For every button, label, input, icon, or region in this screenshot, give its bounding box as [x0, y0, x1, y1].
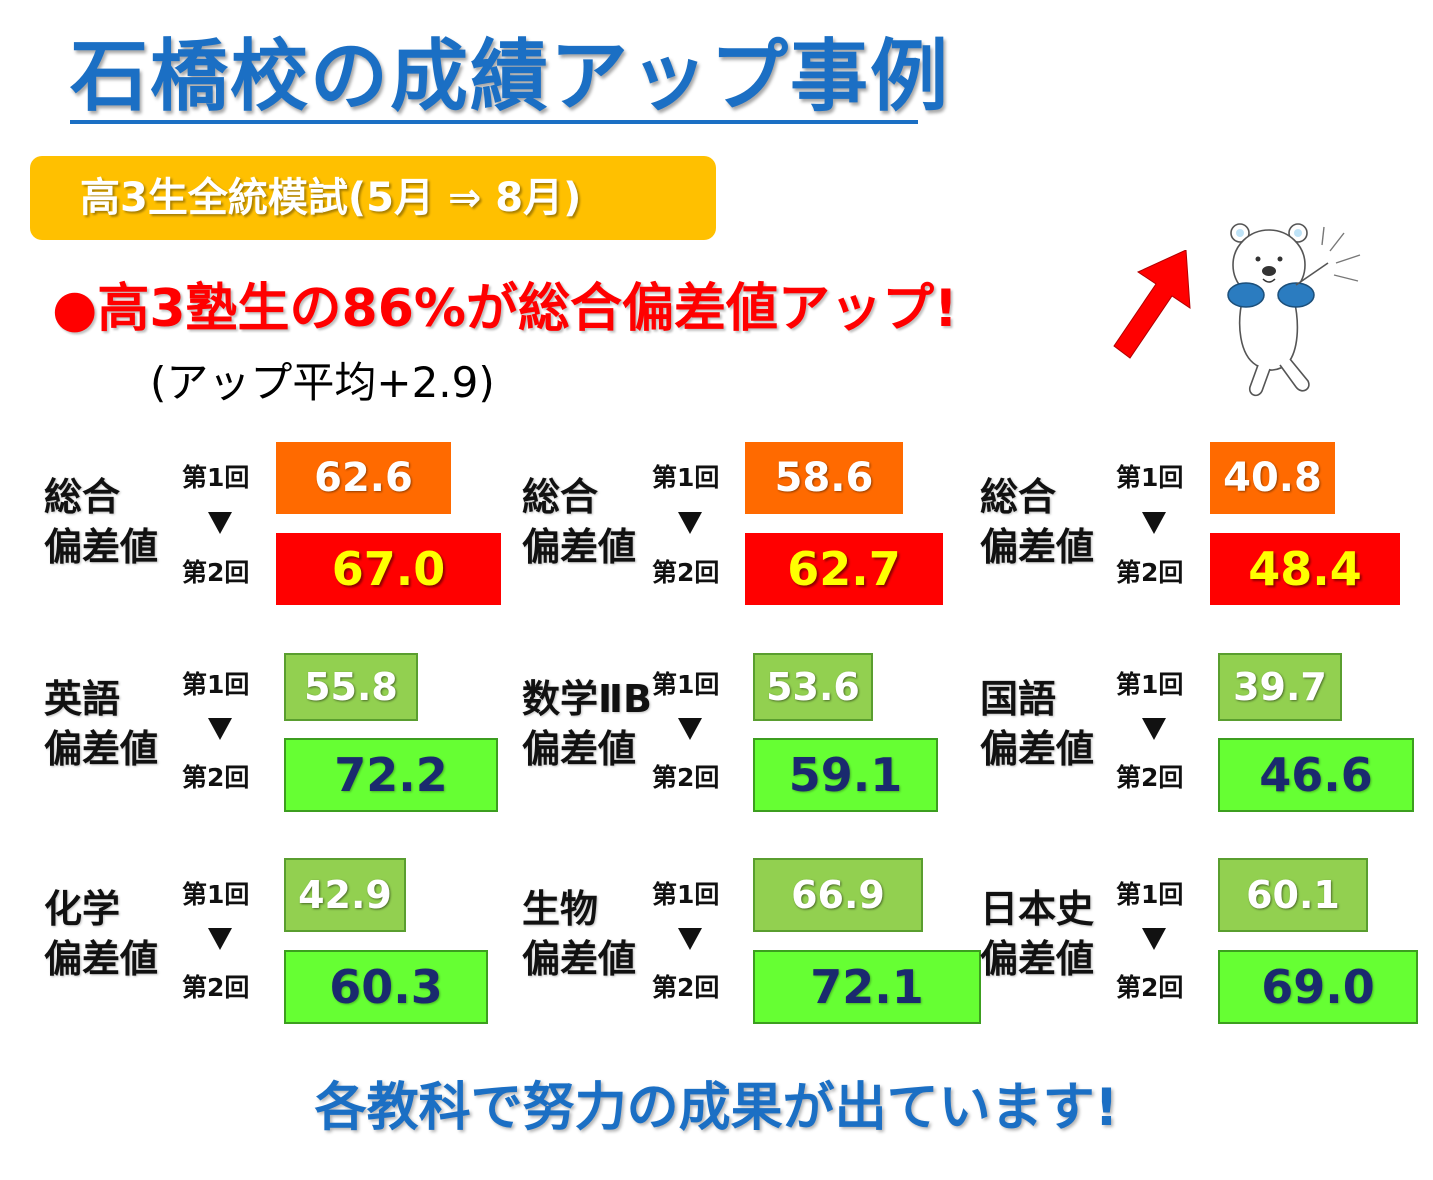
title-underline — [70, 120, 918, 124]
subject-label: 国語 偏差値 — [980, 674, 1094, 774]
subject-label: 生物 偏差値 — [522, 884, 636, 984]
second-round-label: 第2回 — [1116, 763, 1184, 792]
down-arrow-icon — [208, 512, 232, 534]
subject-metric: 偏差値 — [44, 525, 159, 569]
exam-banner — [30, 156, 716, 240]
first-round-label: 第1回 — [1116, 463, 1184, 492]
first-round-label: 第1回 — [1116, 670, 1184, 699]
subject-label: 総合 偏差値 — [980, 472, 1094, 572]
closing-message: 各教科で努力の成果が出ています! — [314, 1078, 1119, 1138]
second-score-box: 72.2 — [284, 738, 498, 812]
first-score-box: 42.9 — [284, 858, 406, 932]
down-arrow-icon — [1142, 512, 1166, 534]
second-score-box: 67.0 — [276, 533, 501, 605]
subject-name: 数学ⅡB — [522, 677, 652, 721]
subject-label: 英語 偏差値 — [44, 674, 158, 774]
subject-metric: 偏差値 — [522, 937, 637, 981]
subject-name: 英語 — [44, 677, 121, 721]
subject-metric: 偏差値 — [44, 937, 159, 981]
subject-name: 総合 — [44, 475, 121, 519]
down-arrow-icon — [1142, 928, 1166, 950]
first-round-label: 第1回 — [652, 670, 720, 699]
headline: ●高3塾生の86%が総合偏差値アップ! — [52, 279, 958, 339]
bear-mascot-icon — [1227, 223, 1361, 397]
first-score-box: 53.6 — [753, 653, 873, 721]
second-round-label: 第2回 — [652, 558, 720, 587]
second-score-box: 60.3 — [284, 950, 488, 1024]
subject-name: 総合 — [980, 475, 1057, 519]
second-score-box: 48.4 — [1210, 533, 1400, 605]
second-round-label: 第2回 — [652, 763, 720, 792]
second-score-box: 46.6 — [1218, 738, 1414, 812]
first-score-box: 55.8 — [284, 653, 418, 721]
first-score-box: 58.6 — [745, 442, 903, 514]
second-round-label: 第2回 — [182, 763, 250, 792]
average-increase: (アップ平均+2.9) — [150, 358, 495, 407]
down-arrow-icon — [208, 718, 232, 740]
subject-name: 国語 — [980, 677, 1057, 721]
subject-name: 化学 — [44, 887, 121, 931]
second-round-label: 第2回 — [182, 973, 250, 1002]
second-round-label: 第2回 — [1116, 558, 1184, 587]
second-score-box: 69.0 — [1218, 950, 1418, 1024]
second-score-box: 72.1 — [753, 950, 981, 1024]
first-round-label: 第1回 — [182, 463, 250, 492]
down-arrow-icon — [678, 512, 702, 534]
subject-label: 日本史 偏差値 — [980, 884, 1094, 984]
subject-metric: 偏差値 — [44, 727, 159, 771]
first-score-box: 62.6 — [276, 442, 451, 514]
down-arrow-icon — [1142, 718, 1166, 740]
second-score-box: 62.7 — [745, 533, 943, 605]
subject-label: 化学 偏差値 — [44, 884, 158, 984]
first-round-label: 第1回 — [182, 880, 250, 909]
first-score-box: 39.7 — [1218, 653, 1342, 721]
first-round-label: 第1回 — [652, 880, 720, 909]
down-arrow-icon — [678, 718, 702, 740]
first-score-box: 66.9 — [753, 858, 923, 932]
second-round-label: 第2回 — [182, 558, 250, 587]
subject-metric: 偏差値 — [980, 525, 1095, 569]
first-round-label: 第1回 — [182, 670, 250, 699]
subject-metric: 偏差値 — [980, 937, 1095, 981]
subject-name: 総合 — [522, 475, 599, 519]
first-score-box: 40.8 — [1210, 442, 1335, 514]
subject-metric: 偏差値 — [522, 727, 637, 771]
second-score-box: 59.1 — [753, 738, 938, 812]
subject-label: 総合 偏差値 — [522, 472, 636, 572]
subject-metric: 偏差値 — [522, 525, 637, 569]
first-score-box: 60.1 — [1218, 858, 1368, 932]
subject-name: 生物 — [522, 887, 599, 931]
second-round-label: 第2回 — [1116, 973, 1184, 1002]
subject-label: 総合 偏差値 — [44, 472, 158, 572]
subject-label: 数学ⅡB 偏差値 — [522, 674, 652, 774]
page-title: 石橋校の成績アップ事例 — [70, 32, 951, 122]
exam-banner-text: 高3生全統模試(5月 ⇒ 8月) — [80, 175, 582, 221]
subject-metric: 偏差値 — [980, 727, 1095, 771]
red-up-arrow-icon — [1113, 250, 1191, 359]
down-arrow-icon — [208, 928, 232, 950]
subject-name: 日本史 — [980, 887, 1095, 931]
first-round-label: 第1回 — [1116, 880, 1184, 909]
second-round-label: 第2回 — [652, 973, 720, 1002]
first-round-label: 第1回 — [652, 463, 720, 492]
down-arrow-icon — [678, 928, 702, 950]
